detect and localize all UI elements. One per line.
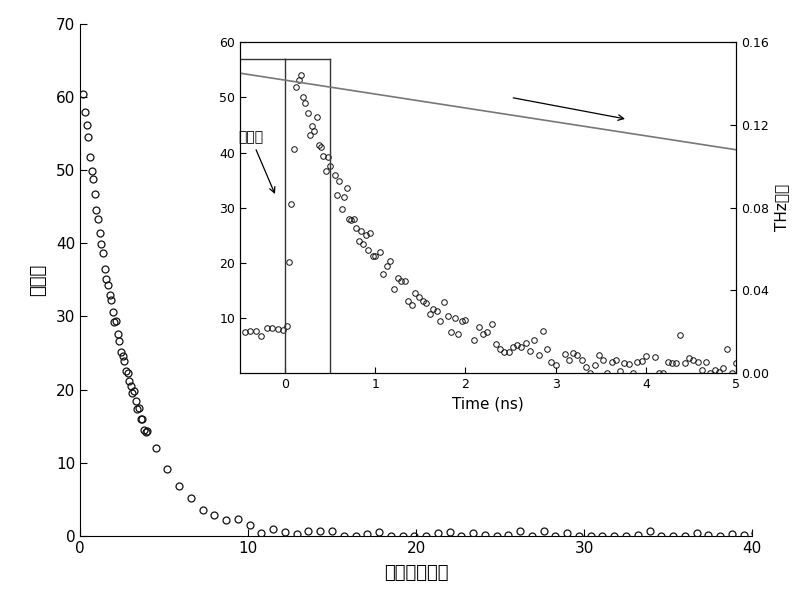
Y-axis label: 光电流: 光电流 [30,264,47,296]
X-axis label: Time (ns): Time (ns) [452,397,524,412]
Text: 光电流: 光电流 [238,131,275,193]
X-axis label: 时间（纳秒）: 时间（纳秒） [384,564,448,582]
Y-axis label: THz脉冲: THz脉冲 [774,184,790,231]
